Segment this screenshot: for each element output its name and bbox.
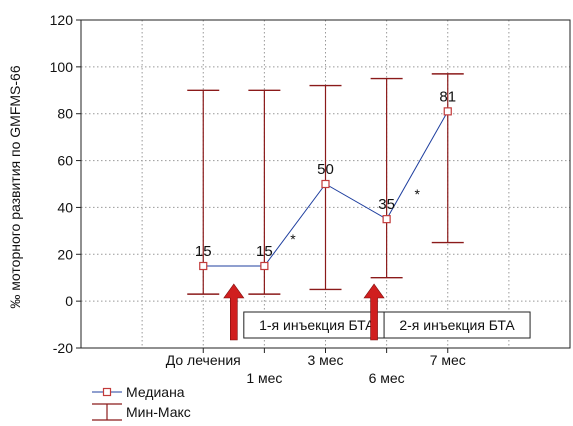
y-tick-label: -20 (53, 340, 73, 356)
legend-item-median: Медиана (92, 384, 185, 400)
data-label: 15 (195, 243, 212, 260)
data-label: 50 (317, 161, 334, 178)
y-tick-label: 60 (57, 153, 73, 169)
x-tick-label: 6 мес (369, 370, 405, 386)
data-label: 81 (439, 88, 456, 105)
red-arrow-icon (223, 283, 245, 341)
significance-marks: ** (290, 186, 420, 247)
x-tick-label: До лечения (166, 352, 241, 368)
data-labels: 15 15 50 35 81 (195, 88, 456, 260)
y-tick-label: 0 (65, 293, 73, 309)
annotation-box (243, 311, 391, 339)
legend-range-label: Мин-Макс (126, 404, 191, 420)
annotation-box (383, 311, 531, 339)
annotation-label: 2-я инъекция БТА (399, 317, 515, 333)
y-tick-label: 40 (57, 199, 73, 215)
legend-item-range: Мин-Макс (92, 403, 191, 421)
injection-annotation: 1-я инъекция БТА (223, 283, 391, 341)
median-point (382, 215, 391, 224)
significance-star: * (290, 231, 296, 247)
min-max-bar (187, 89, 220, 295)
min-max-bar (370, 77, 403, 279)
legend: Медиана Мин-Макс (92, 384, 191, 421)
y-tick-label: 80 (57, 106, 73, 122)
significance-star: * (414, 186, 420, 202)
x-tick-label: 7 мес (430, 352, 466, 368)
y-tick-label: 100 (50, 59, 74, 75)
annotation-label: 1-я инъекция БТА (259, 317, 375, 333)
median-point (199, 261, 208, 271)
median-point (321, 179, 330, 189)
median-point (443, 107, 452, 116)
median-series (199, 107, 452, 271)
y-axis-label: ‰ моторного развития по GMFMS-66 (7, 65, 23, 308)
min-max-bar (248, 89, 281, 295)
red-arrow-icon (363, 283, 385, 341)
injection-annotations: 1-я инъекция БТА 2-я инъекция БТА (223, 283, 531, 341)
injection-annotation: 2-я инъекция БТА (363, 283, 531, 341)
min-max-bar (431, 73, 464, 244)
x-axis: До лечения 1 мес 3 мес 6 мес 7 мес (166, 348, 466, 386)
x-tick-label: 3 мес (307, 352, 343, 368)
y-axis: -20 0 20 40 60 80 100 120 (50, 12, 81, 356)
legend-median-label: Медиана (126, 384, 185, 400)
data-label: 35 (378, 196, 395, 213)
x-tick-label: 1 мес (246, 370, 282, 386)
y-tick-label: 120 (50, 12, 74, 28)
y-tick-label: 20 (57, 246, 73, 262)
legend-median-marker (102, 387, 112, 397)
data-label: 15 (256, 243, 273, 260)
median-point (260, 261, 269, 271)
